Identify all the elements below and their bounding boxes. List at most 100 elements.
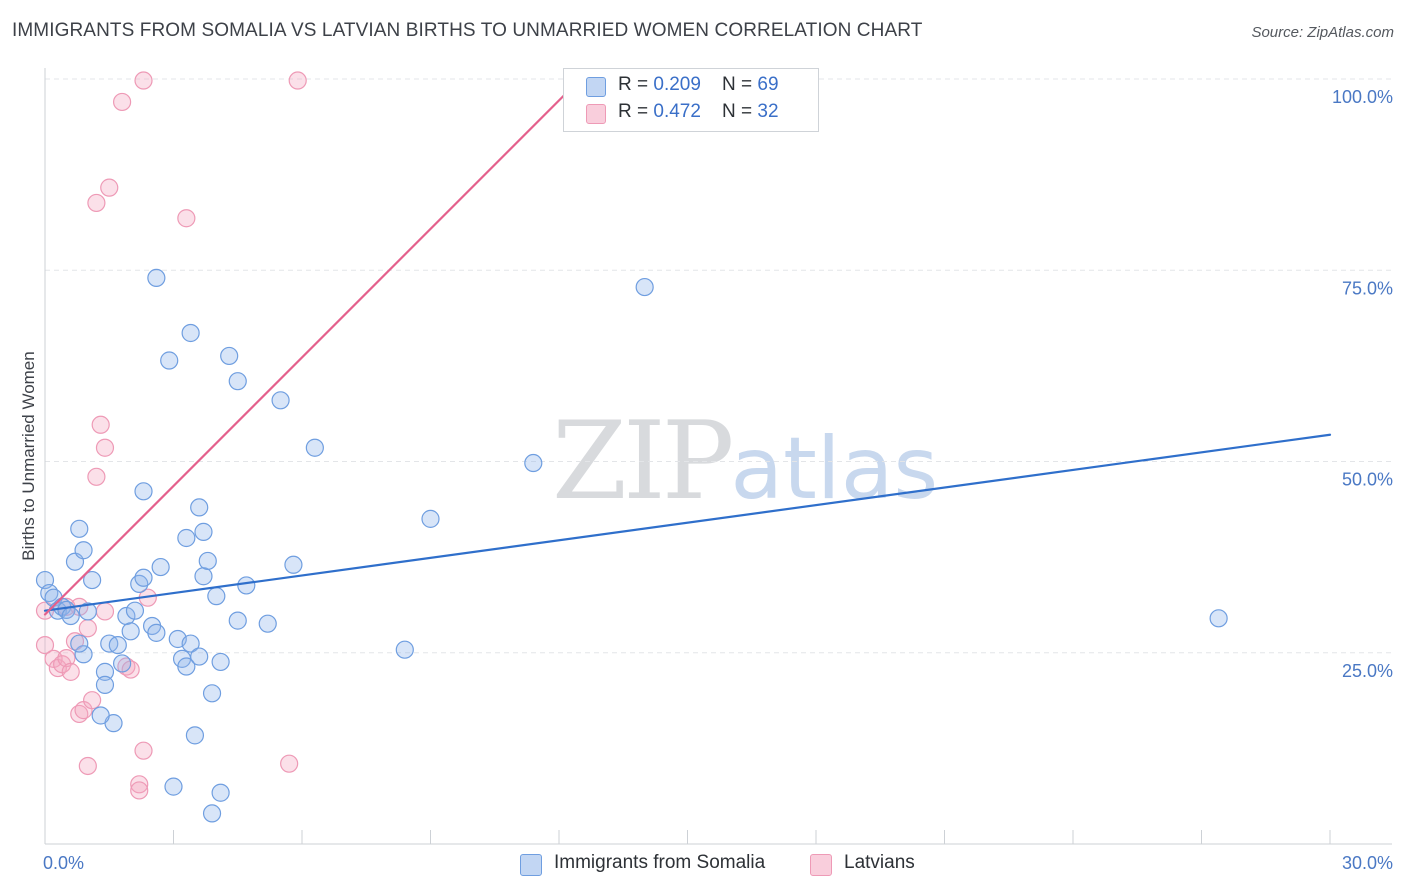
somalia-point xyxy=(181,323,200,343)
latvian-legend-swatch xyxy=(810,854,832,876)
somalia-point xyxy=(74,645,93,664)
correlation-legend: R = 0.209 N = 69 R = 0.472 N = 32 xyxy=(563,68,819,132)
somalia-point xyxy=(207,587,226,606)
y-tick-label: 75.0% xyxy=(1342,278,1393,298)
somalia-point xyxy=(181,634,200,653)
somalia-point xyxy=(112,654,132,673)
chart-title: IMMIGRANTS FROM SOMALIA VS LATVIAN BIRTH… xyxy=(12,20,923,41)
latvian-n-value: 32 xyxy=(757,101,779,122)
somalia-points xyxy=(35,268,1228,823)
somalia-point xyxy=(202,684,222,703)
latvian-point xyxy=(100,178,119,197)
grid-lines xyxy=(45,78,1392,654)
somalia-point xyxy=(177,657,196,676)
somalia-legend-swatch xyxy=(520,854,542,876)
y-tick-label: 50.0% xyxy=(1342,470,1393,490)
somalia-point xyxy=(164,777,183,796)
somalia-point xyxy=(91,706,110,725)
latvian-point xyxy=(95,438,115,457)
trend-lines xyxy=(43,77,1332,616)
somalia-n-value: 69 xyxy=(757,74,779,95)
somalia-point xyxy=(211,783,230,802)
series-legend: Immigrants from Somalia Latvians xyxy=(0,852,1406,878)
somalia-legend-label: Immigrants from Somalia xyxy=(554,852,766,873)
axes xyxy=(44,68,1392,845)
somalia-n-label: N = xyxy=(722,74,758,95)
latvian-point xyxy=(87,193,106,213)
somalia-point xyxy=(78,602,97,621)
latvian-point xyxy=(78,756,97,776)
somalia-point xyxy=(61,606,80,626)
somalia-point xyxy=(121,622,140,641)
y-tick-label: 100.0% xyxy=(1332,87,1393,107)
latvian-point xyxy=(288,71,307,90)
somalia-point xyxy=(1209,609,1228,628)
somalia-point xyxy=(95,662,115,681)
somalia-point xyxy=(74,541,93,560)
x-tick-label: 30.0% xyxy=(1342,853,1393,873)
somalia-point xyxy=(70,519,89,538)
somalia-r-value: 0.209 xyxy=(653,74,701,95)
somalia-swatch xyxy=(586,77,606,97)
latvian-trend-line xyxy=(43,77,582,616)
latvian-point xyxy=(177,209,196,228)
somalia-point xyxy=(635,277,654,297)
somalia-point xyxy=(70,634,89,653)
somalia-trend-line xyxy=(43,433,1332,612)
somalia-point xyxy=(125,601,145,620)
latvian-point xyxy=(87,467,106,486)
latvian-point xyxy=(130,781,149,800)
somalia-point xyxy=(177,528,196,548)
somalia-point xyxy=(421,509,440,528)
somalia-r-label: R = xyxy=(618,74,654,95)
latvian-points xyxy=(35,71,307,800)
y-tick-labels: 25.0% 50.0% 75.0% 100.0% xyxy=(1332,87,1393,681)
somalia-point xyxy=(524,453,543,473)
watermark: ZIPatlas xyxy=(552,398,938,524)
somalia-point xyxy=(190,498,209,517)
somalia-point xyxy=(271,391,290,410)
somalia-point xyxy=(108,635,127,655)
latvian-swatch xyxy=(586,104,606,124)
latvian-point xyxy=(280,754,299,773)
latvian-point xyxy=(57,649,76,668)
somalia-point xyxy=(228,611,247,630)
latvian-point xyxy=(112,92,132,112)
somalia-point xyxy=(185,726,205,745)
somalia-point xyxy=(220,346,239,366)
x-tick-label: 0.0% xyxy=(43,853,84,873)
somalia-point xyxy=(211,652,230,672)
latvian-point xyxy=(91,415,110,434)
latvian-point xyxy=(134,71,153,90)
latvian-point xyxy=(78,619,97,638)
somalia-point xyxy=(258,614,277,633)
source-credit: Source: ZipAtlas.com xyxy=(1251,24,1394,41)
somalia-point xyxy=(305,438,324,457)
latvian-r-value: 0.472 xyxy=(653,101,701,122)
somalia-point xyxy=(194,567,213,586)
latvian-point xyxy=(130,775,149,794)
somalia-point xyxy=(160,351,179,370)
y-tick-label: 25.0% xyxy=(1342,661,1393,681)
somalia-point xyxy=(83,570,102,590)
latvian-r-label: R = xyxy=(618,101,654,122)
latvian-point xyxy=(134,741,153,760)
somalia-point xyxy=(228,372,247,391)
somalia-point xyxy=(395,640,414,659)
latvian-point xyxy=(83,691,102,710)
latvian-point xyxy=(35,635,55,655)
latvian-point xyxy=(44,649,63,668)
somalia-point xyxy=(198,551,217,571)
x-tick-labels: 0.0% 30.0% xyxy=(43,853,1393,873)
somalia-point xyxy=(237,576,256,595)
somalia-point xyxy=(147,268,166,287)
latvian-point xyxy=(61,662,80,681)
somalia-point xyxy=(202,804,222,823)
somalia-point xyxy=(134,482,153,501)
latvian-legend-label: Latvians xyxy=(844,852,915,873)
somalia-point xyxy=(284,555,303,574)
somalia-point xyxy=(134,568,153,587)
y-axis-title: Births to Unmarried Women xyxy=(19,351,38,560)
somalia-point xyxy=(151,557,170,577)
